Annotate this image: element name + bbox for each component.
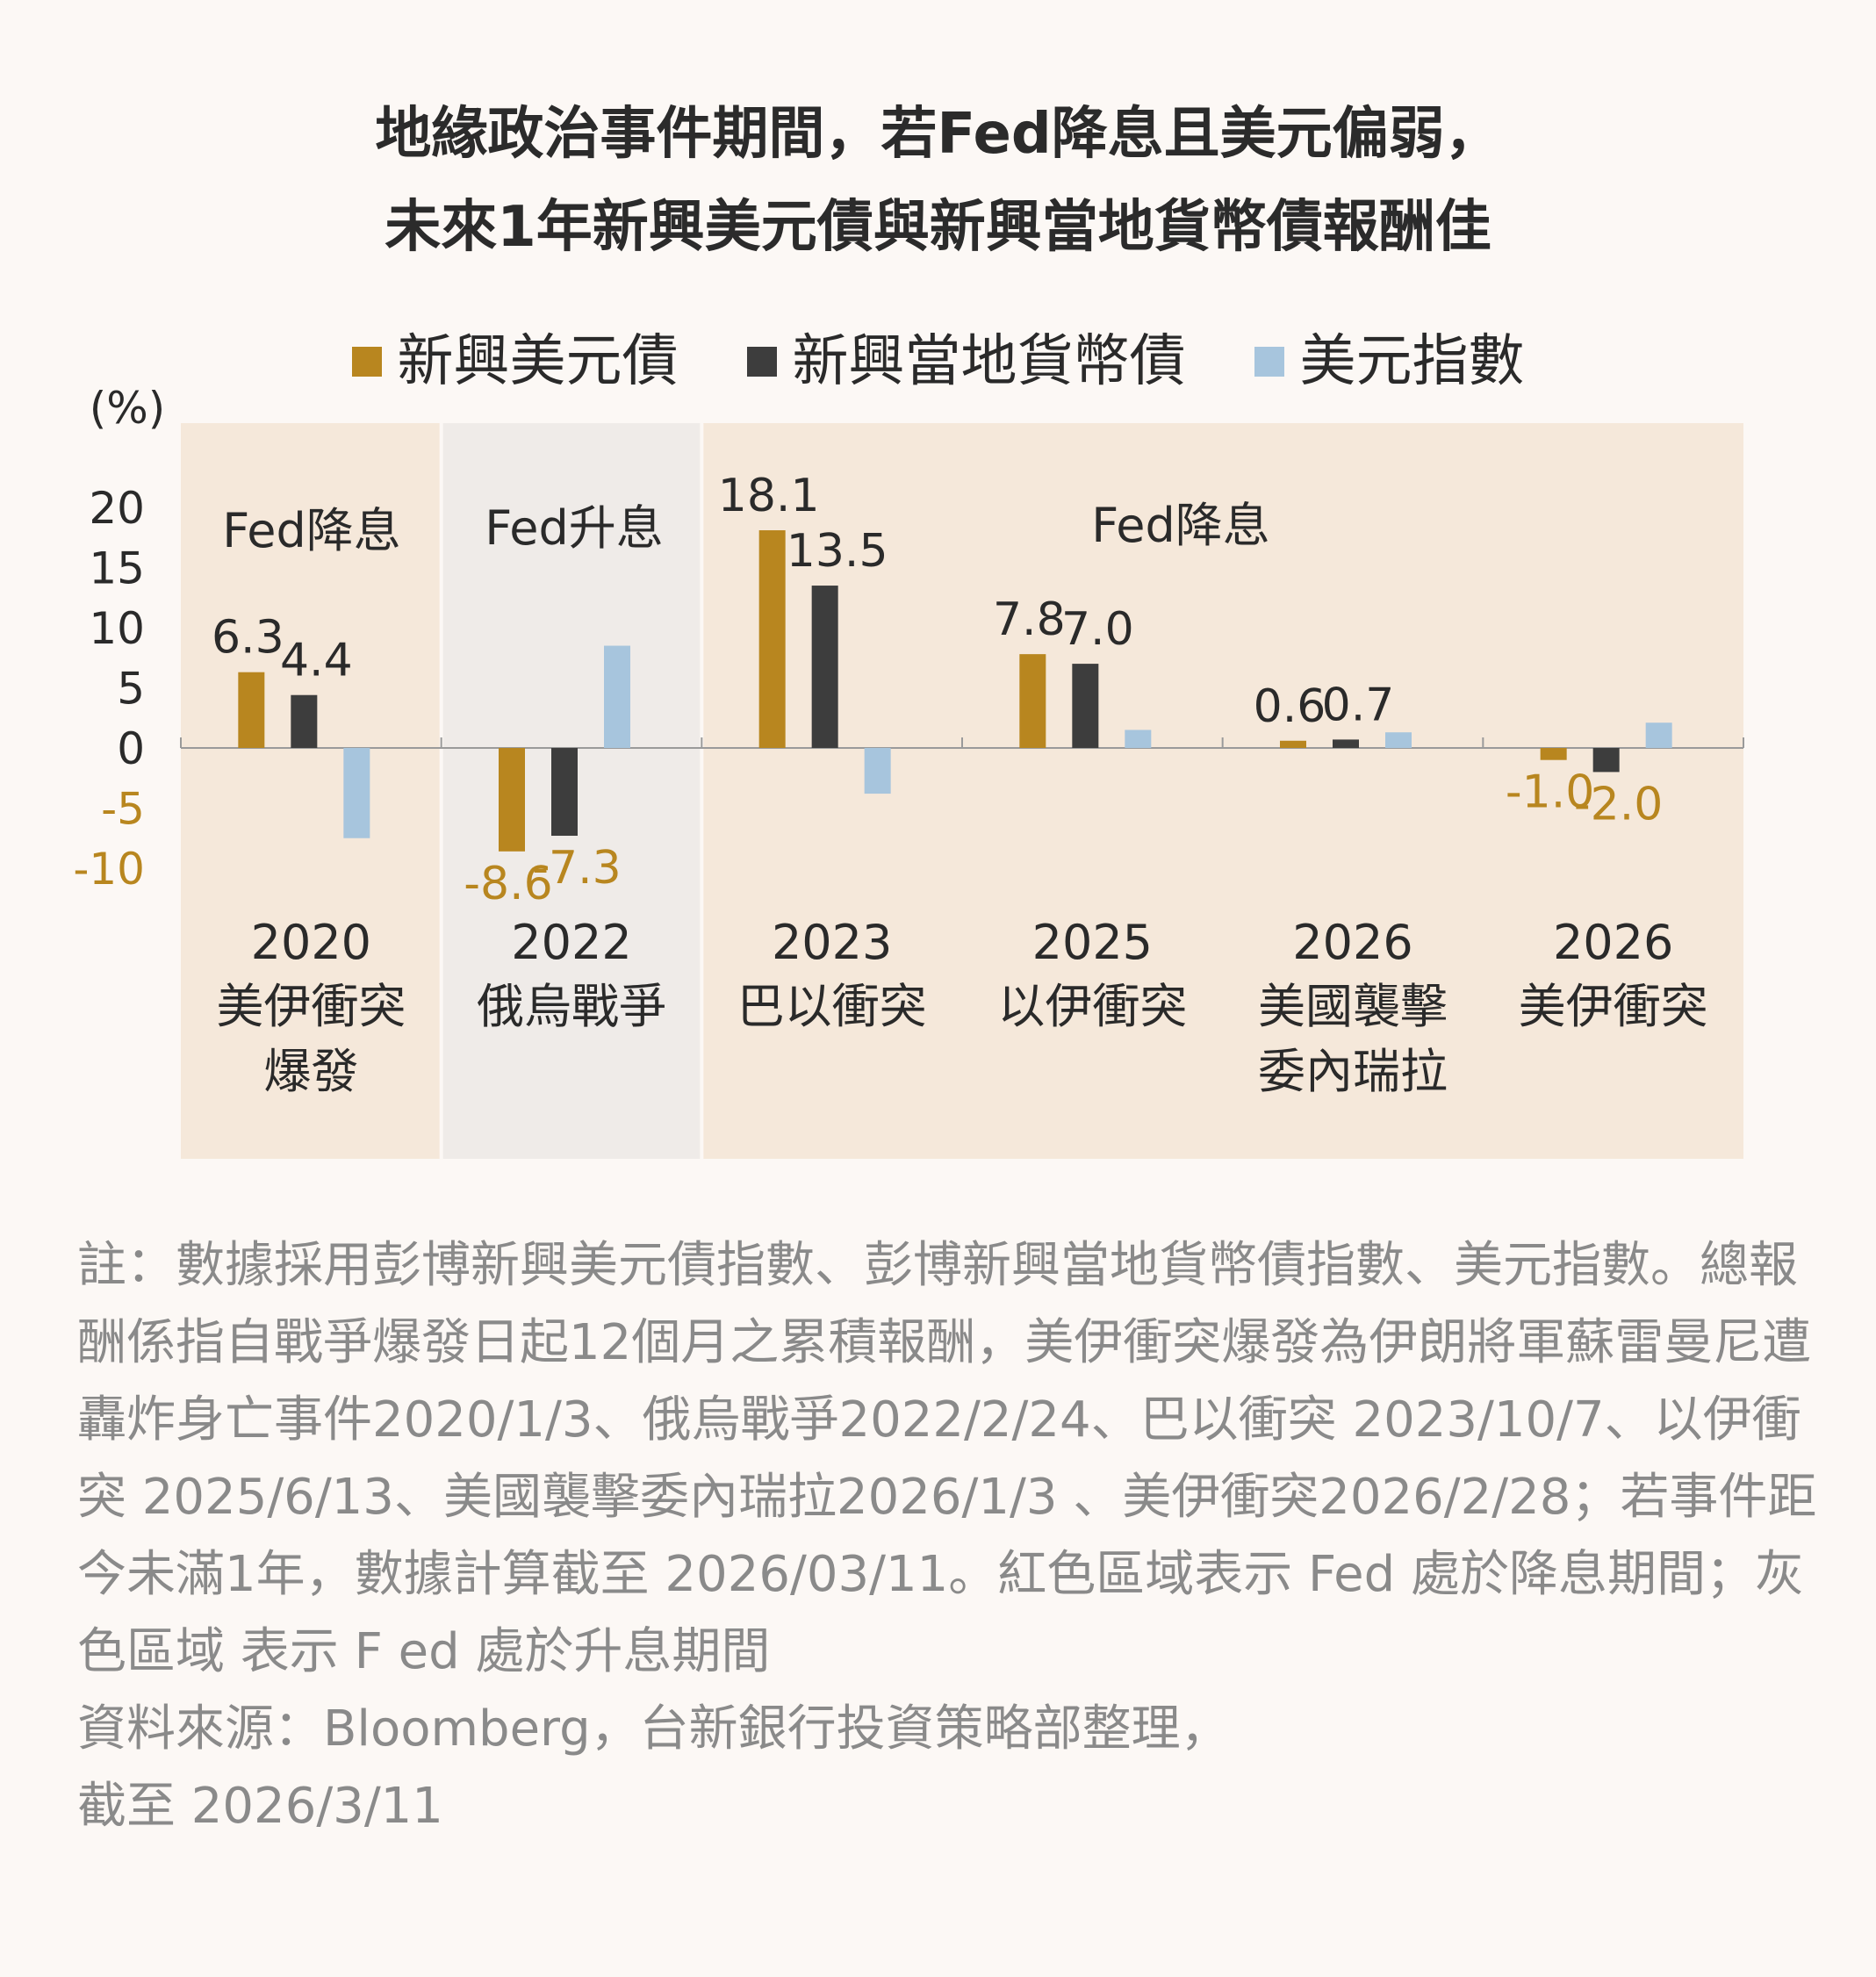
bar-s2-c3 xyxy=(811,586,838,748)
bar-s1-c2 xyxy=(499,748,525,852)
bar-s1-c6 xyxy=(1540,748,1567,760)
data-label-s1-c5: 0.6 xyxy=(1254,680,1326,733)
y-tick-label-0: 20 xyxy=(89,483,145,534)
bar-s1-c4 xyxy=(1019,654,1046,748)
bar-chart: (%) 20 15 10 5 0 -5 -10 Fed降息 Fed升息 Fed降息 6.3 -8.6 18… xyxy=(73,386,1744,1159)
data-label-s2-c5: 0.7 xyxy=(1322,679,1395,731)
bar-s1-c5 xyxy=(1280,740,1306,748)
data-label-s2-c1: 4.4 xyxy=(280,635,353,687)
legend: 新興美元債 新興當地貨幣債 美元指數 xyxy=(0,327,1876,397)
data-label-s2-c6: -2.0 xyxy=(1574,778,1663,830)
data-label-s1-c3: 18.1 xyxy=(718,470,820,522)
unit-label: (%) xyxy=(90,386,166,434)
category-label-6-1: 美伊衝突 xyxy=(1519,979,1708,1034)
region-label-0: Fed降息 xyxy=(222,503,401,558)
y-tick-label-5: -5 xyxy=(101,784,145,835)
footnote-source: 資料來源：Bloomberg，台新銀行投資策略部整理， xyxy=(77,1700,1230,1758)
category-year-2: 2022 xyxy=(511,915,631,970)
region-label-2: Fed降息 xyxy=(1091,498,1270,553)
data-label-s1-c2: -8.6 xyxy=(464,858,552,910)
footnote-date: 截至 2026/3/11 xyxy=(77,1778,443,1835)
category-year-6: 2026 xyxy=(1553,915,1673,970)
bar-s3-c6 xyxy=(1645,723,1672,748)
data-label-s2-c4: 7.0 xyxy=(1061,603,1134,656)
y-tick-label-4: 0 xyxy=(117,723,145,774)
data-label-s2-c2: -7.3 xyxy=(532,842,621,895)
bar-s3-c5 xyxy=(1385,732,1412,748)
bar-s2-c5 xyxy=(1333,739,1359,748)
bar-s3-c3 xyxy=(864,748,891,794)
category-label-5-2: 委內瑞拉 xyxy=(1258,1044,1448,1099)
bar-s1-c3 xyxy=(758,530,786,748)
chart-title: 地緣政治事件期間，若Fed降息且美元偏弱， 未來1年新興美元債與新興當地貨幣債報… xyxy=(0,88,1876,274)
category-label-1-2: 爆發 xyxy=(263,1044,358,1099)
category-label-2-1: 俄烏戰爭 xyxy=(477,979,666,1034)
bar-s2-c2 xyxy=(551,748,578,837)
bar-s2-c1 xyxy=(291,694,318,748)
legend-swatch-series1 xyxy=(351,347,382,377)
data-label-s1-c6: -1.0 xyxy=(1506,766,1594,819)
category-year-3: 2023 xyxy=(772,915,892,970)
y-tick-label-2: 10 xyxy=(89,603,145,654)
legend-swatch-series2 xyxy=(746,347,777,377)
data-label-s1-c1: 6.3 xyxy=(212,612,284,665)
bar-s3-c1 xyxy=(343,748,370,838)
legend-item-series3: 美元指數 xyxy=(1254,327,1525,397)
legend-label-series2: 新興當地貨幣債 xyxy=(792,329,1186,394)
bar-s2-c6 xyxy=(1592,748,1620,773)
y-tick-label-1: 15 xyxy=(89,543,145,594)
bar-s1-c1 xyxy=(238,672,265,748)
legend-item-series1: 新興美元債 xyxy=(351,327,679,397)
category-year-5: 2026 xyxy=(1292,915,1412,970)
legend-item-series2: 新興當地貨幣債 xyxy=(746,327,1186,397)
category-label-1-1: 美伊衝突 xyxy=(216,979,406,1034)
category-year-4: 2025 xyxy=(1032,915,1153,970)
bar-s3-c4 xyxy=(1125,730,1152,748)
region-bg-0 xyxy=(181,423,440,1159)
data-label-s2-c3: 13.5 xyxy=(787,525,888,578)
title-line-2: 未來1年新興美元債與新興當地貨幣債報酬佳 xyxy=(385,195,1491,260)
footnote: 註：數據採用彭博新興美元債指數、彭博新興當地貨幣債指數、美元指數。總報酬係指自戰… xyxy=(77,1227,1824,1845)
y-tick-label-3: 5 xyxy=(117,664,145,715)
footnote-main: 註：數據採用彭博新興美元債指數、彭博新興當地貨幣債指數、美元指數。總報酬係指自戰… xyxy=(77,1237,1817,1680)
legend-label-series3: 美元指數 xyxy=(1299,329,1525,394)
bar-s2-c4 xyxy=(1072,664,1099,748)
legend-swatch-series3 xyxy=(1254,347,1284,377)
category-year-1: 2020 xyxy=(251,915,371,970)
region-label-1: Fed升息 xyxy=(485,500,664,556)
data-label-s1-c4: 7.8 xyxy=(993,593,1066,646)
category-label-4-1: 以伊衝突 xyxy=(997,979,1187,1034)
bar-s3-c2 xyxy=(604,645,630,748)
y-tick-label-6: -10 xyxy=(73,844,145,895)
legend-label-series1: 新興美元債 xyxy=(397,329,679,394)
title-line-1: 地緣政治事件期間，若Fed降息且美元偏弱， xyxy=(375,102,1501,167)
category-label-5-1: 美國襲擊 xyxy=(1258,979,1448,1034)
category-label-3-1: 巴以衝突 xyxy=(737,979,927,1034)
